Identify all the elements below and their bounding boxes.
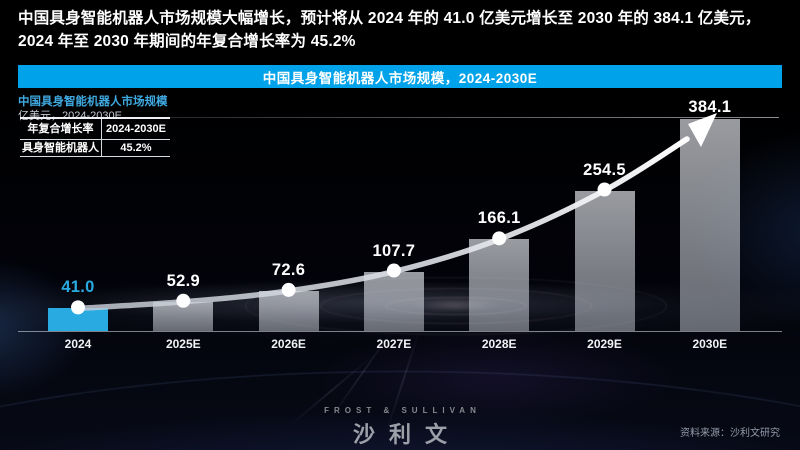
x-axis-label: 2024 — [64, 337, 92, 351]
logo-english-text: FROST & SULLIVAN — [324, 406, 481, 415]
x-axis-label: 2028E — [481, 337, 517, 351]
bar-value-label: 107.7 — [372, 241, 416, 260]
logo-chinese-text: 沙利文 — [352, 422, 461, 447]
bar-value-label: 72.6 — [271, 260, 306, 279]
x-axis-label: 2029E — [587, 337, 622, 351]
headline-text: 中国具身智能机器人市场规模大幅增长，预计将从 2024 年的 41.0 亿美元增… — [18, 10, 761, 50]
x-axis-label: 2026E — [271, 337, 306, 351]
cagr-table-header-row: 年复合增长率 2024-2030E — [20, 119, 170, 140]
frost-sullivan-logo: FROST & SULLIVAN 沙利文 — [0, 406, 800, 449]
bar-2027E — [363, 271, 424, 331]
chart-caption-unit: 亿美元，2024-2030E — [18, 110, 122, 122]
cagr-header-period: 2024-2030E — [106, 123, 166, 135]
bar-value-label: 166.1 — [477, 209, 521, 228]
chart-title-banner: 中国具身智能机器人市场规模，2024-2030E — [18, 65, 782, 88]
source-note: 资料来源：沙利文研究 — [680, 428, 780, 439]
bar-value-label: 52.9 — [166, 271, 200, 290]
cagr-table-value-row: 具身智能机器人 45.2% — [20, 140, 170, 157]
bar-2028E — [469, 239, 530, 331]
bar-2024 — [48, 308, 108, 331]
bar-2029E — [574, 190, 635, 331]
chart-caption-title: 中国具身智能机器人市场规模 — [18, 96, 168, 108]
x-axis-label: 2030E — [692, 337, 728, 351]
x-axis-line — [18, 331, 782, 332]
chart-title: 中国具身智能机器人市场规模，2024-2030E — [262, 70, 538, 86]
cagr-header-label: 年复合增长率 — [20, 119, 102, 139]
bar-value-label: 41.0 — [61, 278, 95, 297]
cagr-row-label: 具身智能机器人 — [20, 140, 102, 156]
bar-value-label: 384.1 — [688, 98, 732, 116]
cagr-table: 年复合增长率 2024-2030E 具身智能机器人 45.2% — [20, 117, 170, 157]
bar-2025E — [153, 301, 214, 331]
bar-2030E — [679, 119, 740, 331]
bar-2026E — [258, 290, 319, 331]
x-axis-label: 2027E — [376, 337, 412, 351]
cagr-row-value: 45.2% — [120, 142, 152, 154]
top-reference-gridline — [20, 117, 779, 118]
horizon-arc — [0, 371, 800, 450]
x-axis-label: 2025E — [165, 337, 201, 351]
bar-value-label: 254.5 — [583, 160, 626, 179]
